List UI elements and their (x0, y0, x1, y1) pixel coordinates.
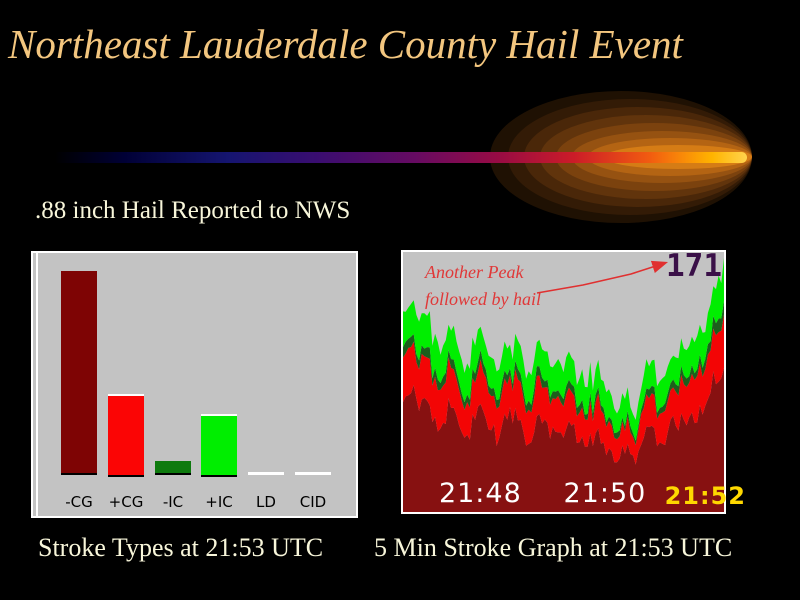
annotation-text: Another Peak followed by hail (425, 259, 541, 313)
annotation-line2: followed by hail (425, 289, 541, 309)
bar-category-label: -CG (65, 493, 93, 511)
bar-category-label: +CG (108, 493, 144, 511)
caption-area-chart: 5 Min Stroke Graph at 21:53 UTC (374, 533, 733, 562)
time-tick-21:48: 21:48 (438, 478, 522, 509)
stacked-area-chart (403, 257, 724, 512)
comet-tail (55, 152, 747, 163)
peak-value-label: 171 (666, 248, 722, 284)
bar--CG (61, 271, 97, 475)
bar--IC (155, 461, 191, 475)
area-chart-panel: Another Peak followed by hail 171 21:48 2… (401, 248, 745, 514)
bar-category-label: LD (256, 493, 276, 511)
area-series-+CG (403, 314, 724, 465)
bar-CID (295, 472, 331, 475)
bar-+IC (201, 414, 237, 477)
bar-chart-panel: -CG +CG -IC +IC LD CID (31, 251, 358, 518)
annotation-line1: Another Peak (425, 262, 524, 282)
time-tick-21:50: 21:50 (563, 478, 647, 509)
area-series-+IC (403, 257, 724, 441)
area-series--CG (403, 367, 724, 512)
caption-bar-chart: Stroke Types at 21:53 UTC (38, 533, 324, 562)
time-tick-21:52: 21:52 (664, 482, 747, 510)
bar-LD (248, 472, 284, 475)
bar-+CG (108, 394, 144, 477)
bar-chart-axis-line (36, 253, 38, 516)
bar-category-label: CID (299, 493, 327, 511)
hail-note: .88 inch Hail Reported to NWS (35, 197, 351, 224)
slide-title: Northeast Lauderdale County Hail Event (8, 21, 683, 67)
bar-category-label: +IC (205, 493, 233, 511)
bar-category-label: -IC (162, 493, 184, 511)
